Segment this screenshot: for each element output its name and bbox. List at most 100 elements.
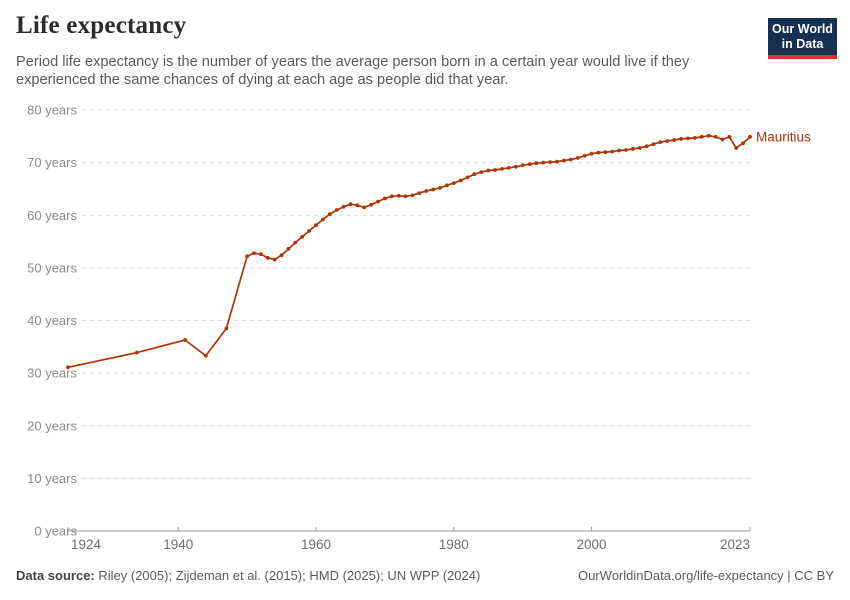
data-point[interactable] [520,163,525,168]
y-axis-label: 30 years [27,366,77,381]
data-point[interactable] [362,205,367,210]
data-point[interactable] [748,134,752,139]
data-point[interactable] [224,326,229,331]
data-point[interactable] [486,168,491,173]
data-point[interactable] [279,253,284,258]
data-point[interactable] [252,251,256,256]
data-point[interactable] [631,147,635,151]
data-point[interactable] [644,144,649,149]
data-point[interactable] [637,146,642,150]
data-point[interactable] [706,133,711,138]
data-point[interactable] [527,162,532,167]
data-point[interactable] [293,240,298,245]
x-axis-label: 1960 [301,537,331,552]
attribution-link[interactable]: OurWorldinData.org/life-expectancy | CC … [577,568,834,583]
data-point[interactable] [286,247,291,251]
data-point[interactable] [589,151,594,156]
data-point[interactable] [582,153,587,158]
data-point[interactable] [513,164,518,169]
data-point[interactable] [534,161,539,166]
data-point[interactable] [734,146,739,150]
data-point[interactable] [424,189,429,193]
data-point[interactable] [500,167,504,171]
chart-subtitle: Period life expectancy is the number of … [16,54,690,89]
data-point[interactable] [66,365,70,370]
page-title: Life expectancy [16,12,187,39]
data-point[interactable] [624,148,628,152]
data-point[interactable] [300,234,305,239]
data-point[interactable] [355,203,360,208]
data-point[interactable] [327,212,332,217]
data-point[interactable] [617,148,621,153]
data-point[interactable] [245,254,250,259]
y-axis-label: 10 years [27,471,77,486]
data-point[interactable] [451,181,456,186]
data-point[interactable] [693,136,697,140]
data-point[interactable] [562,158,566,163]
data-point[interactable] [651,142,656,147]
data-point[interactable] [272,257,277,262]
x-axis-label: 1924 [71,537,102,552]
data-source: Data source: Riley (2005); Zijdeman et a… [16,568,480,583]
series-line-mauritius[interactable] [67,134,751,369]
x-axis-label: 1940 [163,537,193,552]
data-point[interactable] [672,138,677,142]
data-point[interactable] [507,166,511,170]
data-point[interactable] [727,134,732,139]
data-point[interactable] [369,202,373,207]
data-point[interactable] [348,202,353,207]
data-point[interactable] [603,150,608,155]
data-point[interactable] [183,338,188,342]
chart-footer: Data source: Riley (2005); Zijdeman et a… [16,568,834,583]
data-point[interactable] [334,208,339,212]
data-point[interactable] [417,191,422,196]
data-point[interactable] [135,350,139,355]
data-point[interactable] [259,252,263,257]
data-point[interactable] [596,150,601,155]
data-point[interactable] [438,186,442,190]
data-point[interactable] [389,194,394,199]
data-point[interactable] [555,159,559,164]
data-point[interactable] [458,178,463,183]
data-point[interactable] [376,199,380,204]
data-point[interactable] [203,353,208,358]
data-point[interactable] [713,134,718,139]
owid-logo: Our World in Data [768,18,837,59]
data-point[interactable] [396,193,401,198]
data-point[interactable] [541,160,546,165]
data-point[interactable] [383,196,387,201]
data-point[interactable] [720,137,725,142]
data-point[interactable] [679,137,683,141]
data-point[interactable] [699,134,704,139]
data-point[interactable] [479,170,484,175]
data-point[interactable] [307,229,311,233]
data-point[interactable] [403,194,408,199]
data-point[interactable] [610,149,615,154]
data-point[interactable] [465,175,470,180]
data-point[interactable] [431,187,435,192]
data-point[interactable] [575,156,580,160]
data-point[interactable] [265,256,270,260]
x-axis-label: 2023 [720,537,750,552]
data-point[interactable] [548,160,553,165]
data-point[interactable] [658,140,663,145]
data-point[interactable] [445,183,449,188]
data-point[interactable] [410,193,415,198]
y-axis-label: 0 years [34,524,77,539]
data-point[interactable] [341,204,346,209]
y-axis-label: 70 years [27,155,77,170]
x-axis-label: 1980 [439,537,469,552]
data-point[interactable] [493,168,497,172]
y-axis-label: 40 years [27,313,77,328]
data-point[interactable] [569,157,573,162]
data-point[interactable] [472,172,477,177]
data-point[interactable] [741,141,745,146]
data-point[interactable] [314,223,318,228]
x-axis-label: 2000 [577,537,607,552]
series-label: Mauritius [756,129,811,144]
data-point[interactable] [686,136,690,141]
data-point[interactable] [321,217,325,222]
data-point[interactable] [665,139,670,143]
